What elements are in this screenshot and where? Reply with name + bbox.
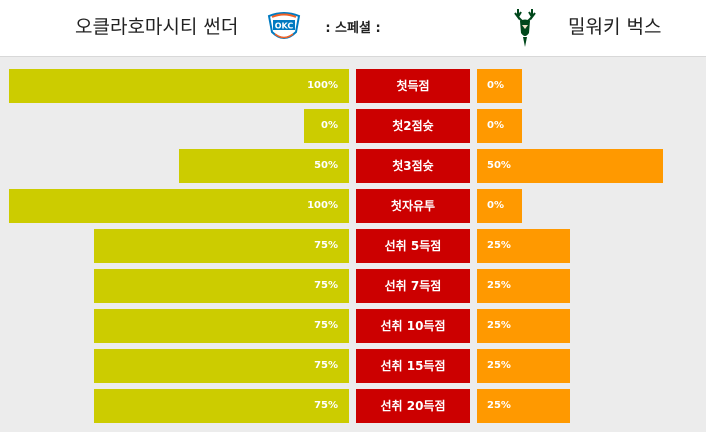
stat-label: 선취 20득점	[356, 389, 470, 423]
home-bar	[179, 149, 349, 183]
home-bar	[94, 349, 349, 383]
stat-row: 100% 첫자유투 0%	[0, 189, 706, 223]
stat-label: 첫3점슛	[356, 149, 470, 183]
stat-row: 75% 선취 15득점 25%	[0, 349, 706, 383]
stat-label: 선취 15득점	[356, 349, 470, 383]
stat-row: 75% 선취 5득점 25%	[0, 229, 706, 263]
bucks-deer-logo-icon	[514, 9, 536, 47]
stat-row: 0% 첫2점슛 0%	[0, 109, 706, 143]
away-percent: 50%	[487, 160, 511, 171]
away-bar	[477, 269, 570, 303]
away-bar	[477, 149, 663, 183]
okc-thunder-logo-icon: OKC	[267, 12, 301, 39]
home-percent: 0%	[321, 120, 338, 131]
away-percent: 25%	[487, 240, 511, 251]
home-bar	[94, 389, 349, 423]
away-team-name[interactable]: 밀워키 벅스	[568, 16, 662, 38]
away-bar	[477, 229, 570, 263]
away-percent: 25%	[487, 360, 511, 371]
special-label: : 스페셜 :	[325, 21, 381, 36]
stat-label: 첫득점	[356, 69, 470, 103]
away-bar	[477, 349, 570, 383]
away-percent: 0%	[487, 80, 504, 91]
away-bar	[477, 309, 570, 343]
stat-label: 선취 7득점	[356, 269, 470, 303]
away-percent: 0%	[487, 120, 504, 131]
home-bar	[94, 229, 349, 263]
stat-label: 첫자유투	[356, 189, 470, 223]
home-bar	[9, 69, 349, 103]
away-bar	[477, 389, 570, 423]
home-percent: 75%	[314, 360, 338, 371]
home-percent: 75%	[314, 320, 338, 331]
away-bar	[477, 189, 522, 223]
home-percent: 50%	[314, 160, 338, 171]
away-bar	[477, 109, 522, 143]
okc-logo-text: OKC	[275, 22, 294, 31]
home-percent: 75%	[314, 240, 338, 251]
home-bar	[94, 309, 349, 343]
stat-row: 75% 선취 10득점 25%	[0, 309, 706, 343]
home-bar	[9, 189, 349, 223]
match-header: 오클라호마시티 썬더 OKC : 스페셜 : 밀워키 벅스	[0, 0, 706, 57]
away-percent: 25%	[487, 320, 511, 331]
away-percent: 25%	[487, 400, 511, 411]
home-bar	[304, 109, 349, 143]
home-bar	[94, 269, 349, 303]
stat-label: 선취 10득점	[356, 309, 470, 343]
away-bar	[477, 69, 522, 103]
home-percent: 75%	[314, 280, 338, 291]
home-percent: 100%	[307, 80, 338, 91]
stat-label: 선취 5득점	[356, 229, 470, 263]
away-percent: 25%	[487, 280, 511, 291]
home-percent: 75%	[314, 400, 338, 411]
stat-row: 75% 선취 7득점 25%	[0, 269, 706, 303]
away-percent: 0%	[487, 200, 504, 211]
stat-label: 첫2점슛	[356, 109, 470, 143]
home-team-name[interactable]: 오클라호마시티 썬더	[75, 16, 239, 38]
home-percent: 100%	[307, 200, 338, 211]
stat-row: 75% 선취 20득점 25%	[0, 389, 706, 423]
stat-row: 50% 첫3점슛 50%	[0, 149, 706, 183]
stat-row: 100% 첫득점 0%	[0, 69, 706, 103]
